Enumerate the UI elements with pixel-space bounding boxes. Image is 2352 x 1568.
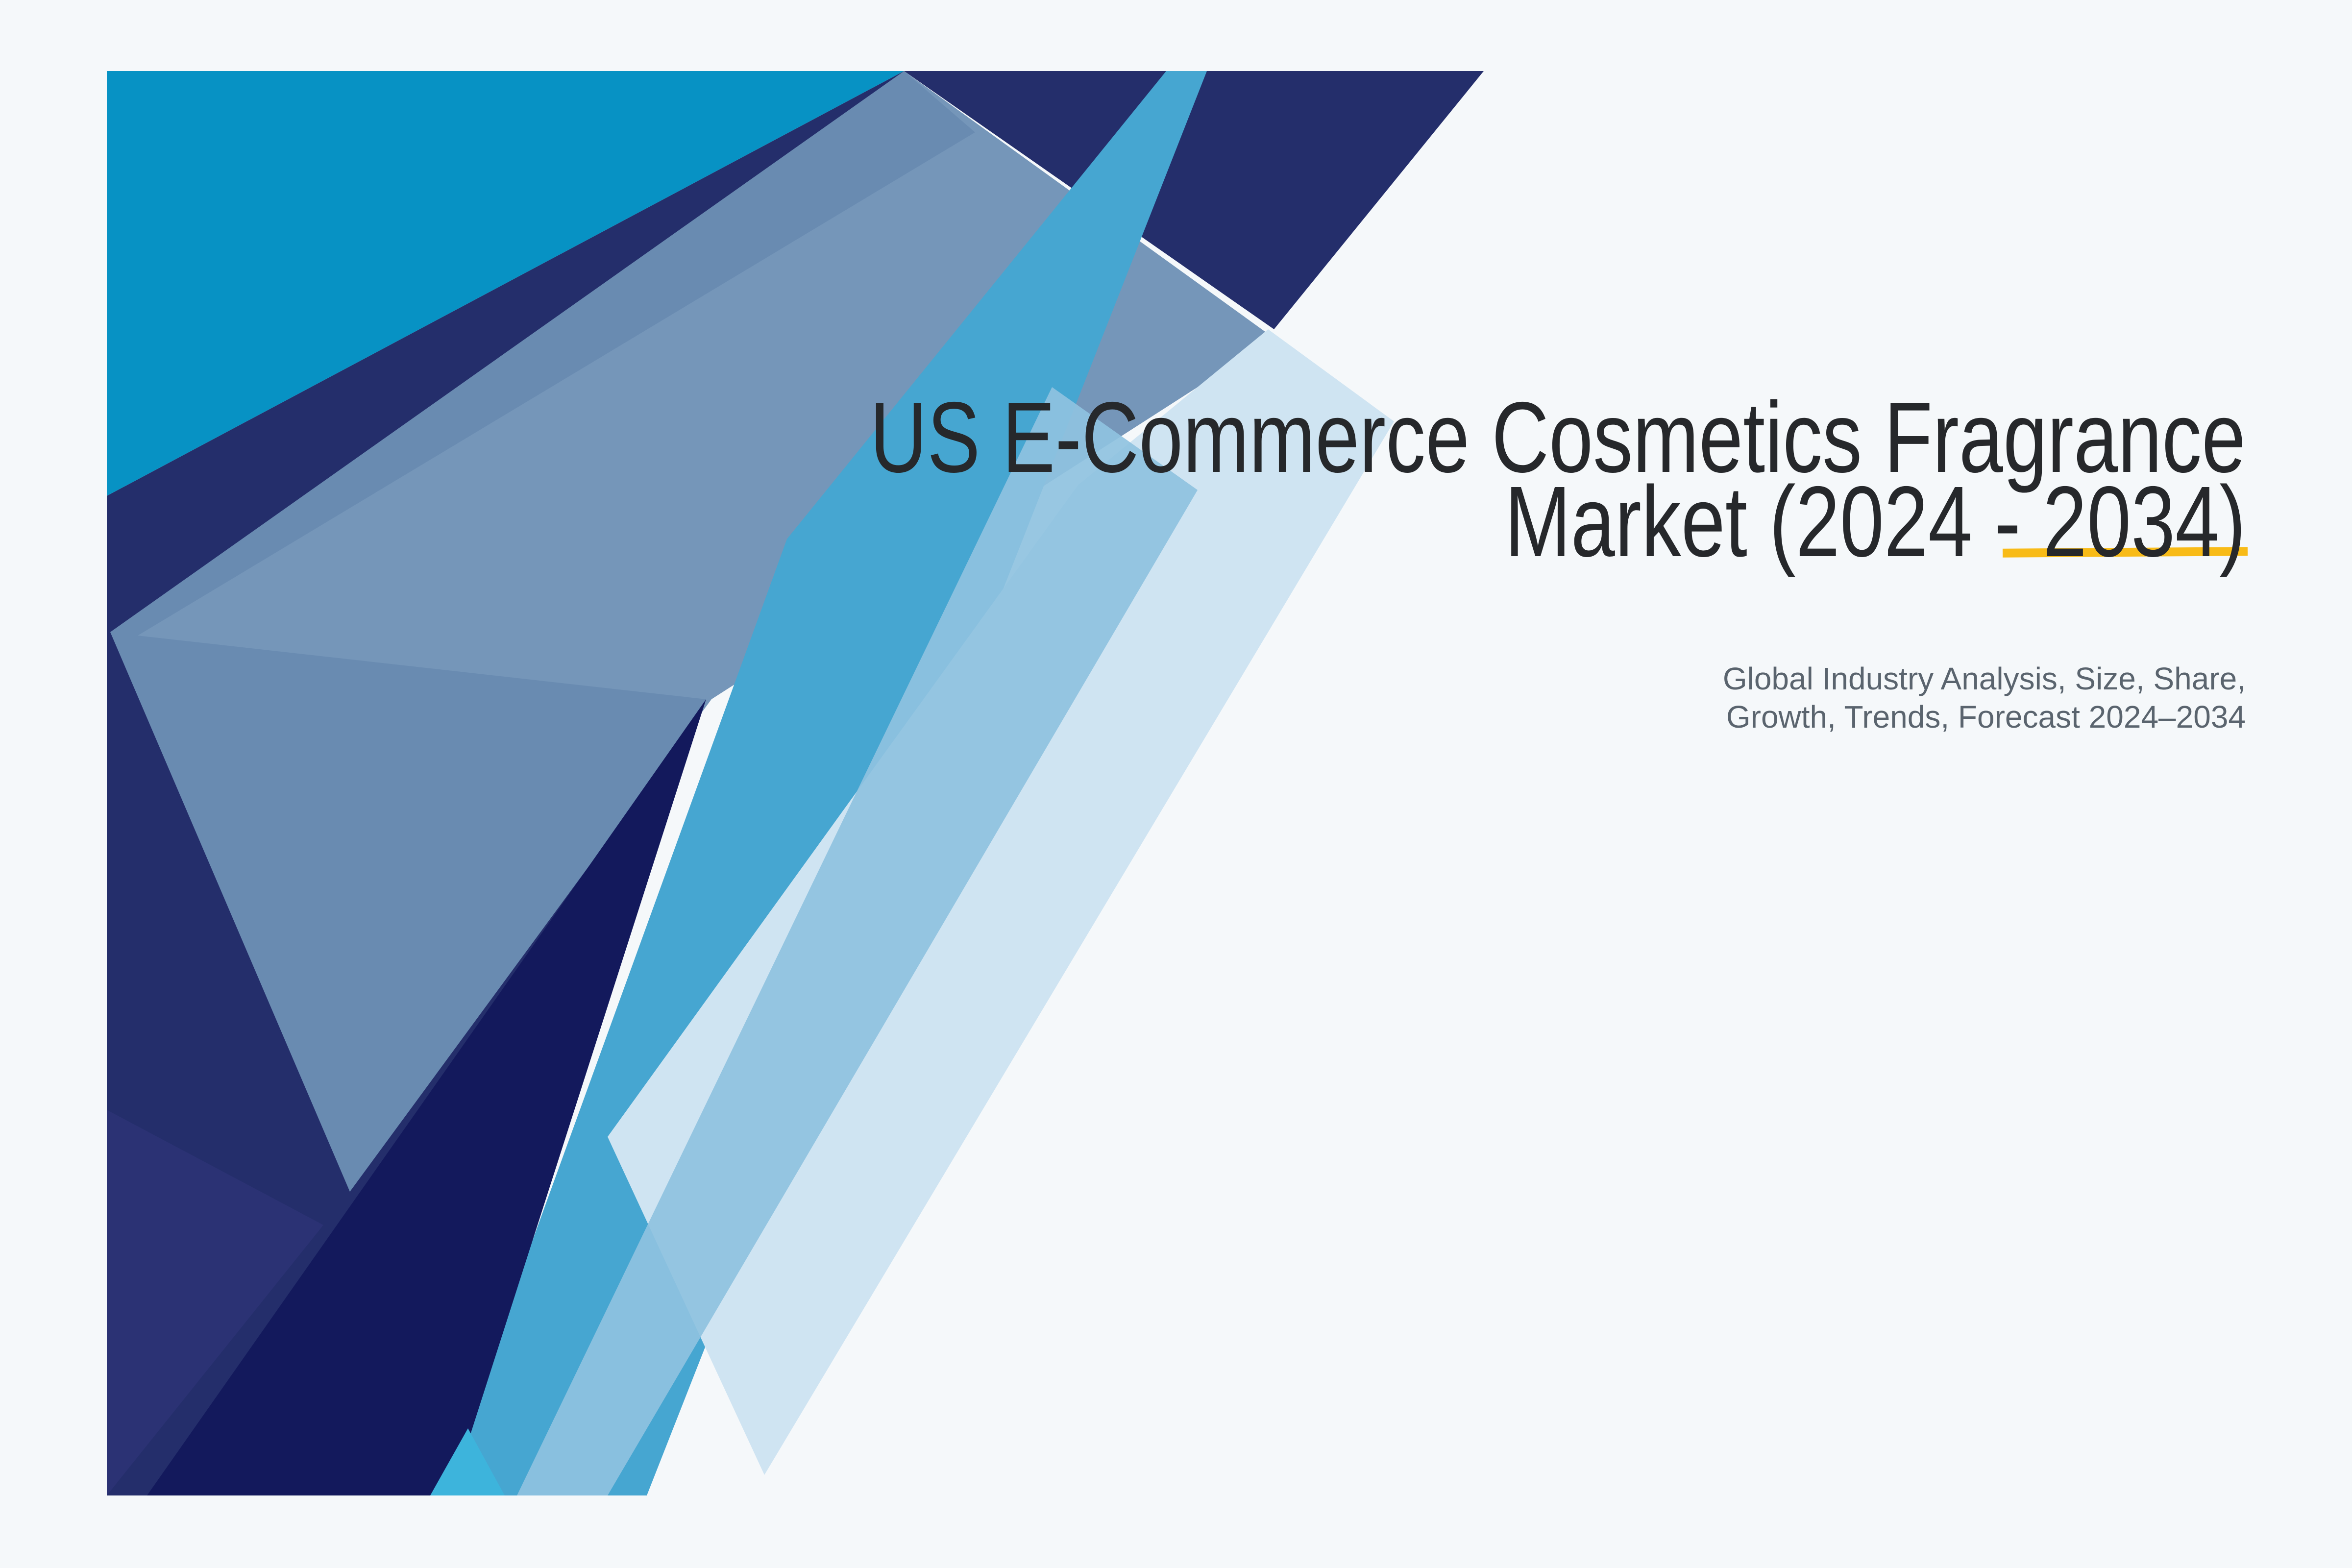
decor-bright-blue-small-triangle xyxy=(430,1428,505,1495)
report-title-line1: US E-Commerce Cosmetics Fragrance xyxy=(870,381,2246,493)
decor-indigo-sliver xyxy=(107,1110,323,1495)
report-title: US E-Commerce Cosmetics Fragrance Market… xyxy=(870,381,2246,578)
decor-pale-blue-diamond xyxy=(608,329,1394,1475)
report-subtitle-line1: Global Industry Analysis, Size, Share, xyxy=(1722,661,2246,696)
decor-light-blue-band xyxy=(517,387,1198,1495)
report-title-line2: Market (2024 - 2034) xyxy=(1504,466,2246,578)
report-subtitle-line2: Growth, Trends, Forecast 2024–2034 xyxy=(1726,699,2246,735)
decor-dark-navy-spike xyxy=(147,699,706,1495)
report-subtitle: Global Industry Analysis, Size, Share, G… xyxy=(1723,660,2246,736)
decor-navy-top-triangle xyxy=(904,71,1484,329)
